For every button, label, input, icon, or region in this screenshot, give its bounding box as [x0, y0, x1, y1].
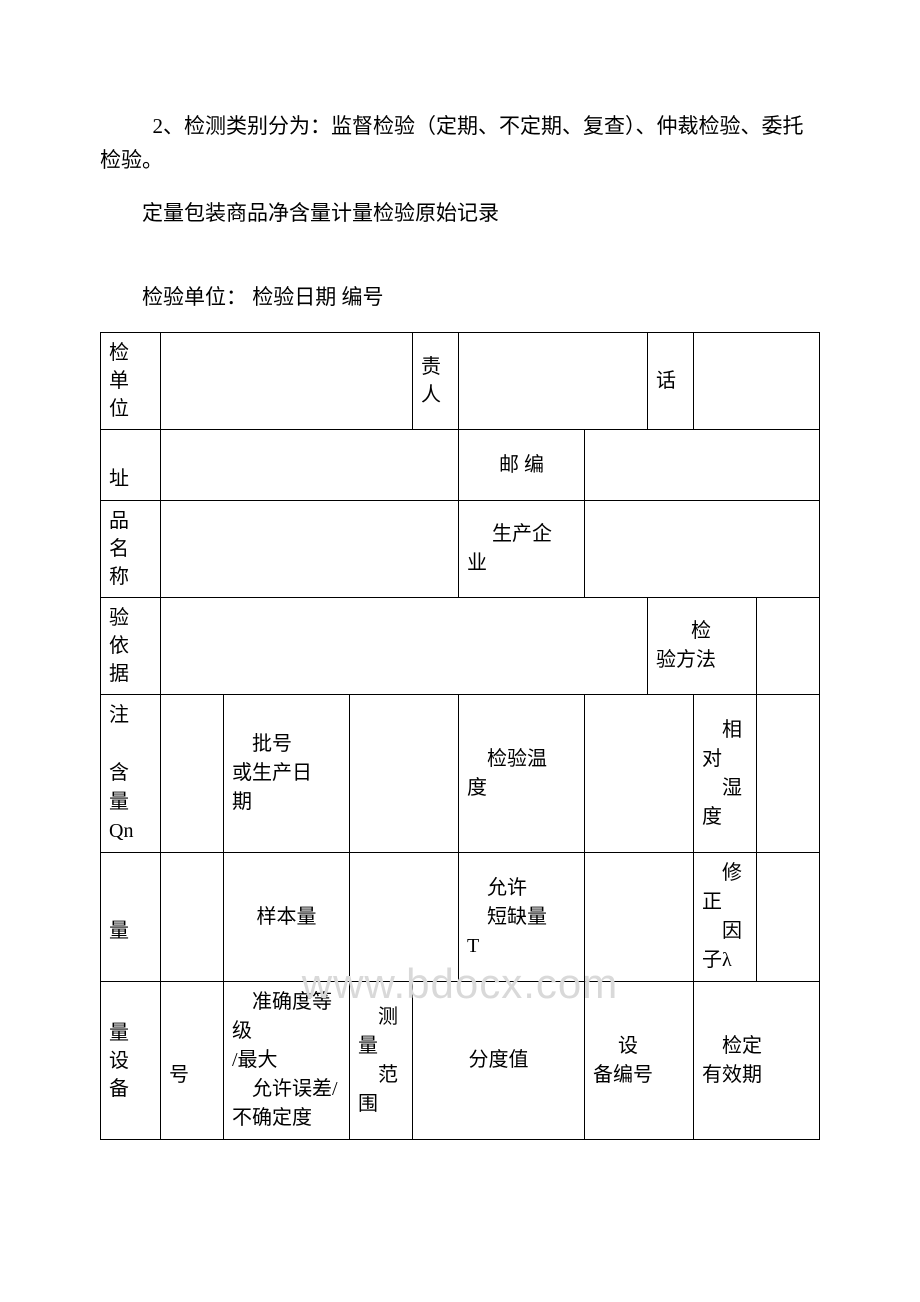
table-row: 检单位 责人 话 — [101, 333, 820, 430]
label-measurement-range: 测量 范围 — [350, 982, 413, 1140]
value-inspection-temperature — [585, 695, 694, 853]
label-equipment-number: 设备编号 — [585, 982, 694, 1140]
label-division-value: 分度值 — [413, 982, 585, 1140]
label-relative-humidity: 相对 湿度 — [694, 695, 757, 853]
value-marked-content-qn — [161, 695, 224, 853]
value-batch-or-production-date — [350, 695, 459, 853]
label-postcode: 邮 编 — [459, 430, 585, 501]
value-manufacturer — [585, 501, 820, 598]
value-responsible-person — [459, 333, 648, 430]
label-address: 址 — [101, 430, 161, 501]
label-accuracy-class: 准确度等级/最大 允许误差/不确定度 — [224, 982, 350, 1140]
table-row: 品名称 生产企业 — [101, 501, 820, 598]
value-inspection-basis — [161, 598, 648, 695]
label-calibration-validity: 检定有效期 — [694, 982, 820, 1140]
label-product-name: 品名称 — [101, 501, 161, 598]
label-responsible-person: 责人 — [413, 333, 459, 430]
paragraph-record-title: 定量包装商品净含量计量检验原始记录 — [100, 197, 820, 231]
value-phone — [694, 333, 820, 430]
value-relative-humidity — [757, 695, 820, 853]
table-row: 验依据 检验方法 — [101, 598, 820, 695]
table-row: 量 样本量 允许 短缺量T 修正 因子λ — [101, 853, 820, 982]
value-batch-quantity — [161, 853, 224, 982]
value-address — [161, 430, 459, 501]
value-sample-size — [350, 853, 459, 982]
label-correction-factor-lambda: 修正 因子λ — [694, 853, 757, 982]
label-batch-or-production-date: 批号或生产日期 — [224, 695, 350, 853]
paragraph-detection-category: 2、检测类别分为：监督检验（定期、不定期、复查）、仲裁检验、委托检验。 — [100, 110, 820, 177]
label-batch-quantity: 量 — [101, 853, 161, 982]
value-postcode — [585, 430, 820, 501]
table-row: 注含量Qn 批号或生产日期 检验温度 相对 湿度 — [101, 695, 820, 853]
inspection-form-table: 检单位 责人 话 址 邮 编 品名称 生产企业 — [100, 332, 820, 1140]
label-marked-content-qn: 注含量Qn — [101, 695, 161, 853]
label-inspection-method: 检验方法 — [648, 598, 757, 695]
table-row: 址 邮 编 — [101, 430, 820, 501]
label-allowable-shortage-t: 允许 短缺量T — [459, 853, 585, 982]
value-product-name — [161, 501, 459, 598]
paragraph-header-fields: 检验单位： 检验日期 编号 — [100, 281, 820, 315]
label-manufacturer: 生产企业 — [459, 501, 585, 598]
label-measuring-equipment: 量设备 — [101, 982, 161, 1140]
label-inspection-temperature: 检验温度 — [459, 695, 585, 853]
value-inspected-unit — [161, 333, 413, 430]
label-inspected-unit: 检单位 — [101, 333, 161, 430]
label-phone: 话 — [648, 333, 694, 430]
table-row: 量设备 号 准确度等级/最大 允许误差/不确定度 测量 范围 分度值 设备编号 … — [101, 982, 820, 1140]
value-correction-factor-lambda — [757, 853, 820, 982]
value-inspection-method — [757, 598, 820, 695]
label-model-number: 号 — [161, 982, 224, 1140]
label-sample-size: 样本量 — [224, 853, 350, 982]
label-inspection-basis: 验依据 — [101, 598, 161, 695]
value-allowable-shortage-t — [585, 853, 694, 982]
